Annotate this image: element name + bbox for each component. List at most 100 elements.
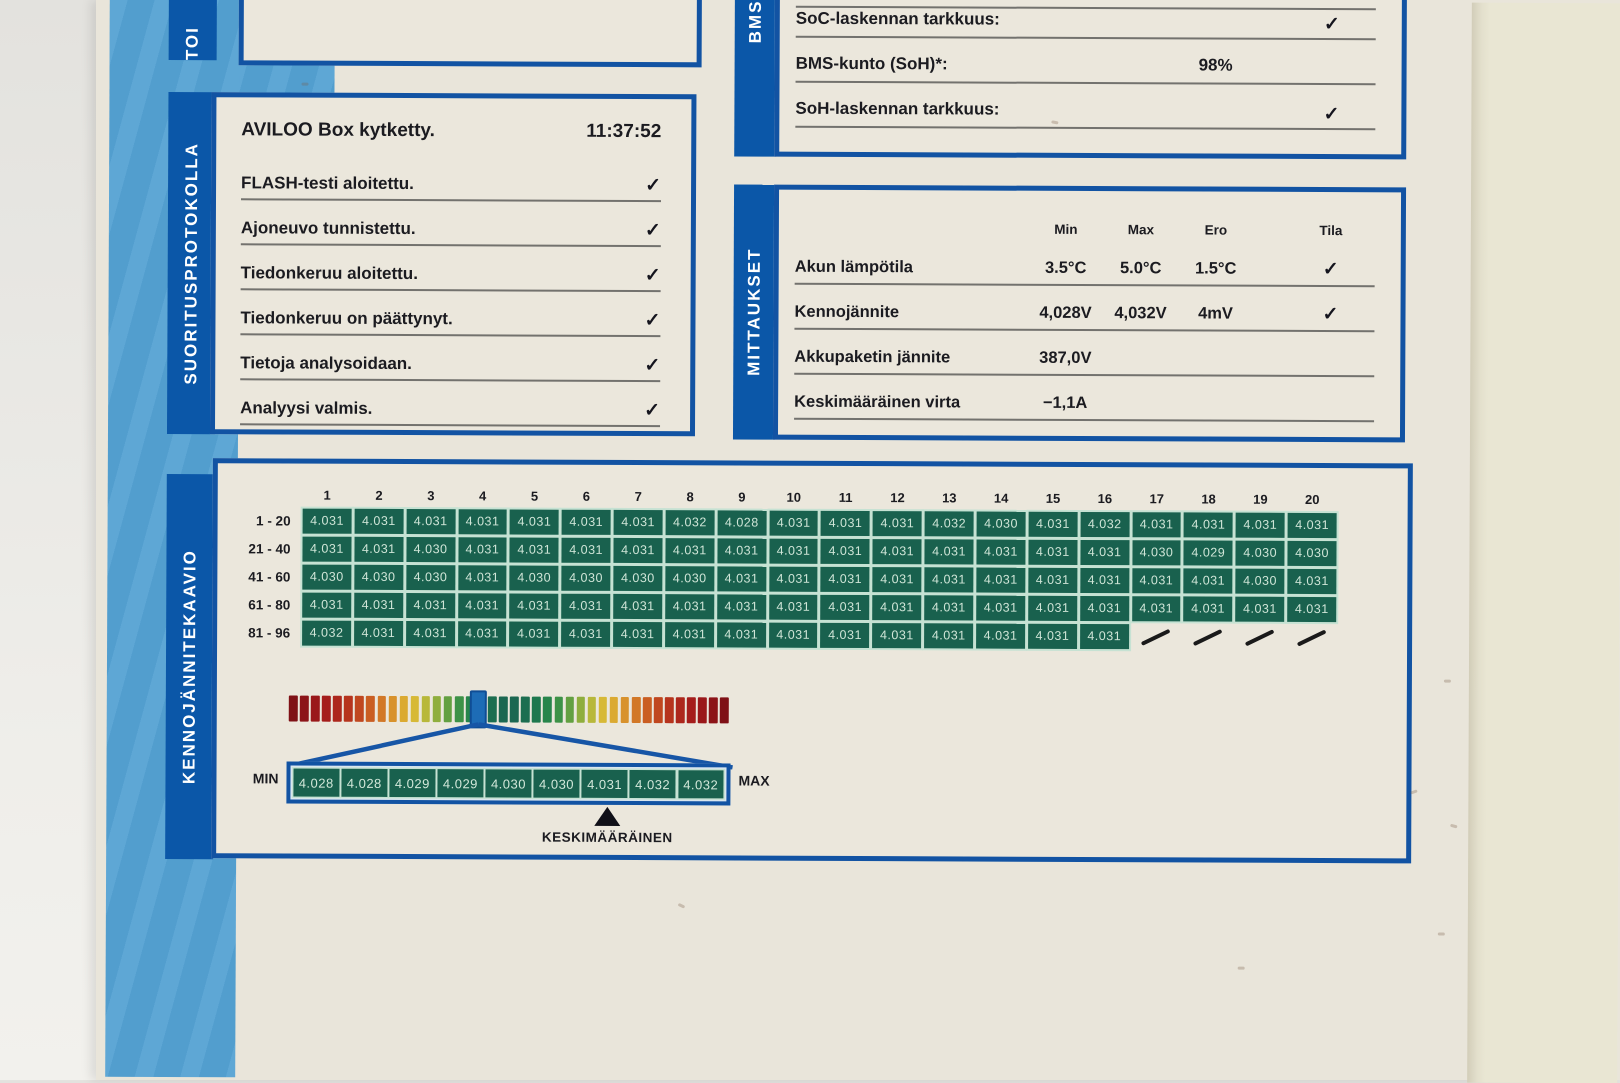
cell-voltage-value: 4.031 — [406, 593, 455, 618]
section-label-chart: KENNOJÄNNITEKAAVIO — [165, 474, 215, 859]
cell-voltage-value: 4.031 — [924, 595, 973, 620]
check-icon: ✓ — [644, 356, 660, 375]
protocol-item-label: Ajoneuvo tunnistettu. — [241, 218, 416, 239]
grid-column-header: 6 — [562, 489, 611, 507]
cell-voltage-value: 4.031 — [458, 593, 507, 618]
section-label-bms: BMS — [734, 0, 777, 157]
bms-section-box: SoC-laskennan tarkkuus: ✓ BMS-kunto (SoH… — [774, 0, 1407, 159]
grid-column-header: 3 — [406, 488, 455, 506]
gradient-segment — [687, 697, 696, 723]
cell-voltage-value: 4.030 — [1236, 569, 1285, 594]
cell-voltage-value: 4.030 — [613, 566, 662, 591]
scale-min-label: MIN — [216, 770, 278, 786]
gradient-segment — [388, 696, 397, 722]
cell-voltage-value: 4.031 — [717, 594, 766, 619]
cell-voltage-value: 4.031 — [1132, 512, 1181, 537]
check-icon: ✓ — [1324, 15, 1340, 34]
cell-voltage-value: 4.031 — [302, 537, 351, 562]
cell-voltage-value: 4.031 — [458, 565, 507, 590]
gradient-segment — [421, 696, 430, 722]
cell-voltage-value: 4.031 — [1184, 512, 1233, 537]
cell-voltage-value: 4.031 — [1028, 624, 1077, 649]
grid-column-header: 8 — [666, 489, 715, 507]
check-icon: ✓ — [645, 221, 661, 240]
gradient-segment — [532, 697, 541, 723]
gradient-segment — [488, 696, 497, 722]
grid-column-header: 5 — [510, 488, 559, 506]
section-label-protocol: SUORITUSPROTOKOLLA — [167, 92, 216, 434]
cell-voltage-value: 4.030 — [1288, 541, 1337, 566]
protocol-item-label: Analyysi valmis. — [240, 398, 372, 419]
check-icon: ✓ — [644, 401, 660, 420]
cell-voltage-value: 4.031 — [1287, 597, 1336, 622]
section-label-top-text: TOI — [183, 20, 203, 60]
gradient-segment — [632, 697, 641, 723]
measurement-label: Akun lämpötila — [795, 258, 913, 278]
bms-row-label: SoC-laskennan tarkkuus: — [796, 9, 1000, 30]
measurement-row: Akkupaketin jännite 387,0V — [794, 330, 1374, 378]
measurement-ero: 4mV — [1198, 304, 1233, 323]
gradient-segment — [521, 697, 530, 723]
cell-voltage-value: 4.031 — [873, 567, 922, 592]
gradient-segment — [289, 696, 298, 722]
protocol-item: Tiedonkeruu on päättynyt. ✓ — [240, 290, 660, 337]
scale-cell-value: 4.029 — [438, 769, 484, 797]
photo-tilt-wrapper: TOI BMS SoC-laskennan tarkkuus: ✓ BMS-ku… — [93, 0, 1620, 1083]
cell-voltage-value: 4.031 — [769, 623, 818, 648]
cell-voltage-value: 4.031 — [1184, 568, 1233, 593]
grid-column-header: 15 — [1029, 491, 1078, 509]
paper-speck — [1450, 824, 1458, 829]
grid-column-header: 20 — [1288, 492, 1337, 510]
paper-speck — [1410, 789, 1418, 794]
cell-voltage-value: 4.031 — [821, 539, 870, 564]
protocol-item: FLASH-testi aloitettu. ✓ — [241, 155, 661, 202]
scale-cell-value: 4.030 — [534, 770, 580, 798]
gradient-segment — [621, 697, 630, 723]
cell-voltage-value: 4.031 — [665, 622, 714, 647]
measurement-label: Keskimääräinen virta — [794, 393, 960, 413]
gradient-segment — [499, 696, 508, 722]
protocol-item-label: Tietoja analysoidaan. — [240, 353, 412, 374]
gradient-segment — [322, 696, 331, 722]
gradient-segment — [698, 697, 707, 723]
measurements-header-row: Min Max Ero Tila — [795, 190, 1375, 243]
cell-voltage-value: 4.031 — [1132, 568, 1181, 593]
measurement-min: 387,0V — [1039, 349, 1091, 368]
gradient-segment — [344, 696, 353, 722]
scale-cell-value: 4.028 — [293, 769, 339, 797]
cell-voltage-value: 4.031 — [1236, 513, 1285, 538]
cell-voltage-value: 4.031 — [665, 538, 714, 563]
cell-voltage-value: 4.031 — [509, 621, 558, 646]
scale-cell-value: 4.028 — [341, 769, 387, 797]
gradient-segment — [709, 697, 718, 723]
measurement-ero: 1.5°C — [1195, 259, 1237, 278]
gradient-segment — [720, 697, 729, 723]
cell-voltage-value: 4.031 — [717, 622, 766, 647]
grid-column-header: 19 — [1236, 492, 1285, 510]
average-label: KESKIMÄÄRÄINEN — [477, 829, 737, 845]
paper-speck — [1238, 967, 1245, 970]
section-label-measurements: MITTAUKSET — [733, 184, 776, 439]
cell-voltage-value: 4.031 — [613, 594, 662, 619]
cell-voltage-value: 4.032 — [1080, 512, 1129, 537]
cell-voltage-value: 4.030 — [354, 565, 403, 590]
cell-voltage-value: 4.031 — [924, 567, 973, 592]
cell-voltage-value: 4.031 — [406, 621, 455, 646]
protocol-item: Tiedonkeruu aloitettu. ✓ — [241, 245, 661, 292]
average-triangle-marker — [594, 807, 620, 826]
protocol-item: Tietoja analysoidaan. ✓ — [240, 335, 660, 382]
paper-speck — [302, 83, 309, 86]
section-label-chart-text: KENNOJÄNNITEKAAVIO — [179, 549, 200, 784]
scale-cell-value: 4.032 — [630, 770, 676, 798]
cell-voltage-value: 4.031 — [562, 510, 611, 535]
cell-voltage-value: 4.031 — [354, 509, 403, 534]
gradient-segment — [399, 696, 408, 722]
missing-cell-slash — [1235, 625, 1284, 650]
check-icon: ✓ — [645, 311, 661, 330]
cell-voltage-value: 4.031 — [614, 510, 663, 535]
grid-column-header: 18 — [1184, 491, 1233, 509]
protocol-item-label: FLASH-testi aloitettu. — [241, 173, 414, 194]
